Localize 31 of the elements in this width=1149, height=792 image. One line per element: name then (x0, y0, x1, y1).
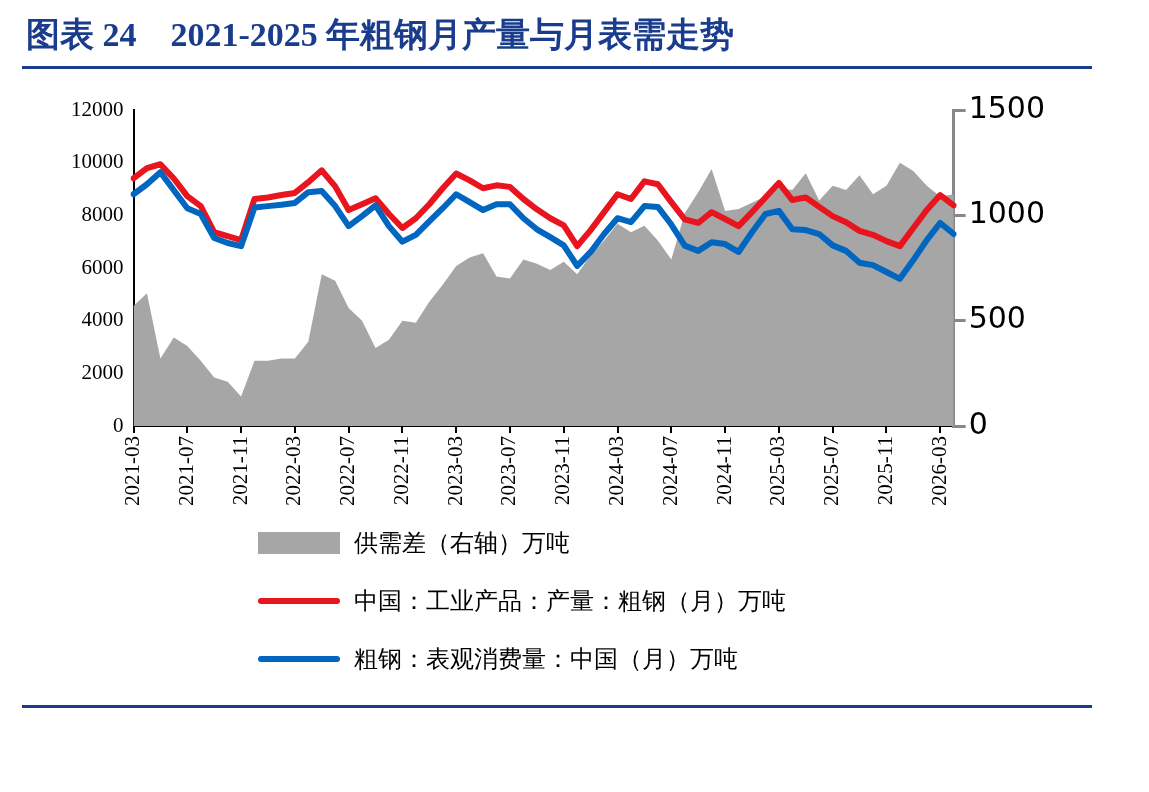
y2-tick-label: 1500 (968, 89, 1046, 125)
y-tick-label: 12000 (71, 96, 124, 121)
y2-tick-label: 500 (968, 300, 1026, 336)
x-tick-label: 2026-03 (926, 436, 951, 507)
x-tick-label: 2024-11 (711, 436, 736, 506)
legend-label: 中国：工业产品：产量：粗钢（月）万吨 (354, 586, 786, 617)
legend-label: 供需差（右轴）万吨 (354, 528, 570, 559)
x-tick-label: 2025-07 (819, 436, 844, 507)
x-tick-label: 2022-03 (281, 436, 306, 507)
x-tick-label: 2022-11 (388, 436, 413, 506)
x-tick-label: 2021-03 (120, 436, 145, 507)
y-tick-label: 0 (113, 412, 124, 437)
x-tick-label: 2021-07 (173, 436, 198, 507)
y-tick-label: 10000 (71, 149, 124, 174)
y2-tick-label: 0 (968, 405, 988, 441)
chart-title: 图表 24 2021-2025 年粗钢月产量与月表需走势 (25, 15, 736, 55)
x-tick-label: 2023-03 (442, 436, 467, 507)
x-tick-label: 2025-03 (765, 436, 790, 507)
x-tick-label: 2023-07 (496, 436, 521, 507)
y-tick-label: 6000 (81, 254, 124, 279)
y-tick-label: 4000 (81, 307, 124, 332)
x-tick-label: 2022-07 (335, 436, 360, 507)
x-tick-label: 2024-03 (604, 436, 629, 507)
y2-tick-label: 1000 (968, 195, 1046, 231)
x-tick-label: 2021-11 (227, 436, 252, 506)
x-tick-label: 2025-11 (872, 436, 897, 506)
y-tick-label: 8000 (81, 201, 124, 226)
y-tick-label: 2000 (81, 359, 124, 384)
x-tick-label: 2024-07 (657, 436, 682, 507)
legend-label: 粗钢：表观消费量：中国（月）万吨 (354, 644, 738, 675)
x-tick-label: 2023-11 (550, 436, 575, 506)
